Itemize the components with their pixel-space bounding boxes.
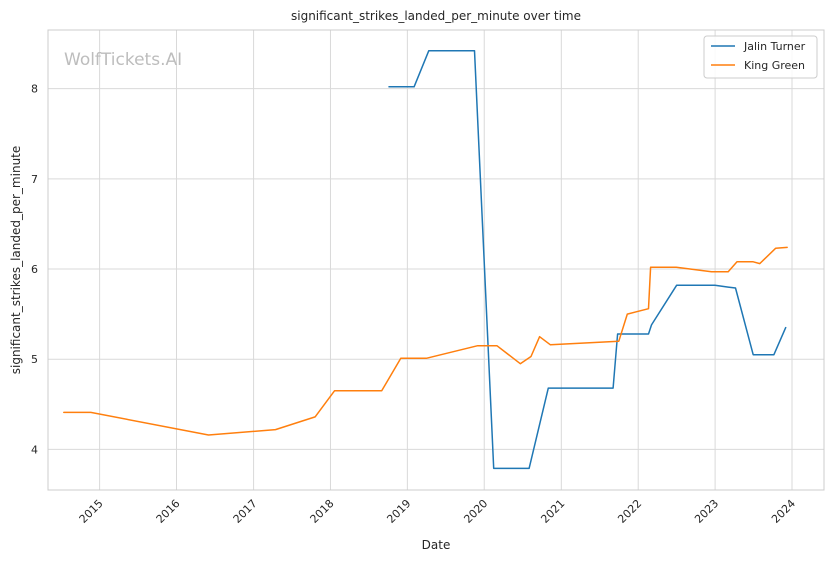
y-tick-label: 8 [31,83,38,96]
series-line-king-green [63,246,788,436]
y-tick-label: 7 [31,173,38,186]
plot-frame [47,29,825,491]
x-axis-label: Date [422,538,451,552]
legend: Jalin Turner King Green [703,35,818,79]
legend-label: King Green [744,59,805,72]
legend-label: Jalin Turner [743,40,806,53]
y-tick-label: 6 [31,263,38,276]
series-line-jalin-turner [388,49,787,470]
watermark: WolfTickets.AI [64,50,182,70]
chart-title: significant_strikes_landed_per_minute ov… [291,9,581,23]
y-tick-label: 4 [31,443,38,456]
y-tick-label: 5 [31,353,38,366]
y-tick-labels: 4 5 6 7 8 [31,83,38,457]
series-lines [63,49,788,470]
y-axis-label: significant_strikes_landed_per_minute [9,146,23,375]
